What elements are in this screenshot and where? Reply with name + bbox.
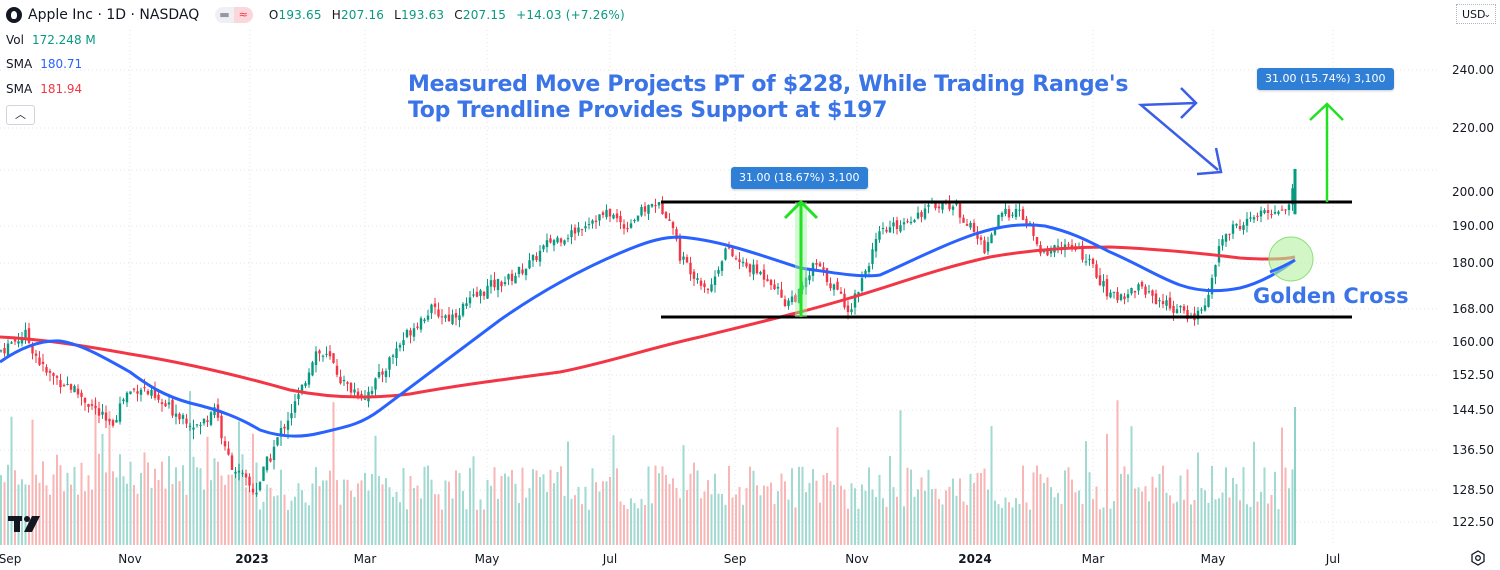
high-value: 207.16 xyxy=(340,8,385,22)
settings-gear-icon[interactable] xyxy=(1470,550,1486,566)
x-tick: Jul xyxy=(602,552,618,566)
sma-slow-value: 181.94 xyxy=(40,82,83,96)
volume-label: Vol xyxy=(6,33,24,47)
trading-range-lines xyxy=(661,200,1352,319)
ohlc-values: O193.65 H207.16 L193.63 C207.15 +14.03 (… xyxy=(269,8,631,22)
x-tick: May xyxy=(474,552,500,566)
volume-value: 172.248 M xyxy=(31,33,96,47)
x-tick: 2024 xyxy=(958,552,992,566)
tradingview-logo-icon xyxy=(8,516,40,532)
high-label: H xyxy=(331,8,341,22)
legend-sma-slow[interactable]: SMA 181.94 xyxy=(6,82,82,96)
chevron-up-icon: ︿ xyxy=(15,108,26,121)
collapse-legend-button[interactable]: ︿ xyxy=(6,105,35,125)
headline-line-1: Measured Move Projects PT of $228, While… xyxy=(408,72,1129,97)
y-tick: 128.50 xyxy=(1452,483,1494,497)
candlesticks xyxy=(0,168,1297,497)
y-tick: 122.50 xyxy=(1452,515,1494,529)
x-tick: May xyxy=(1200,552,1226,566)
hide-icon[interactable]: ▬ xyxy=(215,7,234,23)
y-tick: 190.00 xyxy=(1452,219,1494,233)
sma-fast-label: SMA xyxy=(6,57,33,71)
measure-arrow-1 xyxy=(783,199,819,317)
y-tick: 180.00 xyxy=(1452,256,1494,270)
open-value: 193.65 xyxy=(278,8,322,22)
measure-arrow-2 xyxy=(1309,102,1344,202)
legend-sma-fast[interactable]: SMA 180.71 xyxy=(6,57,82,71)
apple-logo-icon xyxy=(6,7,22,23)
y-tick: 168.00 xyxy=(1452,302,1494,316)
chart-header: Apple Inc · 1D · NASDAQ ▬ ≈ O193.65 H207… xyxy=(6,5,631,25)
y-tick: 220.00 xyxy=(1452,121,1494,135)
indicator-toggle-pill[interactable]: ▬ ≈ xyxy=(215,7,253,23)
x-tick: Mar xyxy=(353,552,377,566)
y-tick: 200.00 xyxy=(1452,185,1494,199)
legend-volume[interactable]: Vol 172.248 M xyxy=(6,33,96,47)
sma-fast-line xyxy=(0,223,1296,438)
sma-slow-label: SMA xyxy=(6,82,33,96)
chevron-down-icon: ⌄ xyxy=(1483,10,1491,20)
x-tick: Sep xyxy=(0,552,22,566)
close-value: 207.15 xyxy=(462,8,507,22)
headline-line-2: Top Trendline Provides Support at $197 xyxy=(408,98,888,123)
currency-label: USD xyxy=(1462,8,1486,21)
open-label: O xyxy=(268,8,279,22)
y-tick: 144.50 xyxy=(1452,403,1494,417)
currency-select[interactable]: USD ⌄ xyxy=(1456,4,1496,24)
sma-overlay-endpoint xyxy=(1269,258,1296,274)
measure-label-range[interactable]: 31.00 (18.67%) 3,100 xyxy=(731,167,868,189)
close-label: C xyxy=(454,8,463,22)
chart-headline-annotation: Measured Move Projects PT of $228, While… xyxy=(408,72,1128,124)
x-tick: 2023 xyxy=(235,552,269,566)
golden-cross-marker xyxy=(1268,236,1314,282)
low-value: 193.63 xyxy=(401,8,445,22)
low-label: L xyxy=(394,8,402,22)
x-tick: Mar xyxy=(1081,552,1105,566)
y-tick: 152.50 xyxy=(1452,368,1494,382)
x-tick: Sep xyxy=(723,552,747,566)
x-tick: Nov xyxy=(845,552,869,566)
golden-cross-label: Golden Cross xyxy=(1253,284,1409,308)
x-tick: Jul xyxy=(1325,552,1341,566)
change-value: +14.03 (+7.26%) xyxy=(516,8,625,22)
measure-label-target[interactable]: 31.00 (15.74%) 3,100 xyxy=(1257,68,1394,90)
volume-bars xyxy=(0,391,1296,545)
compare-icon[interactable]: ≈ xyxy=(233,7,253,23)
sma-fast-value: 180.71 xyxy=(40,57,83,71)
sma-slow-line xyxy=(0,245,1296,399)
y-tick: 160.00 xyxy=(1452,335,1494,349)
y-tick: 240.00 xyxy=(1452,63,1494,77)
symbol-title[interactable]: Apple Inc · 1D · NASDAQ xyxy=(28,7,200,23)
y-tick: 136.50 xyxy=(1452,443,1494,457)
x-tick: Nov xyxy=(118,552,142,566)
blue-arrow-annotation xyxy=(1137,87,1223,176)
